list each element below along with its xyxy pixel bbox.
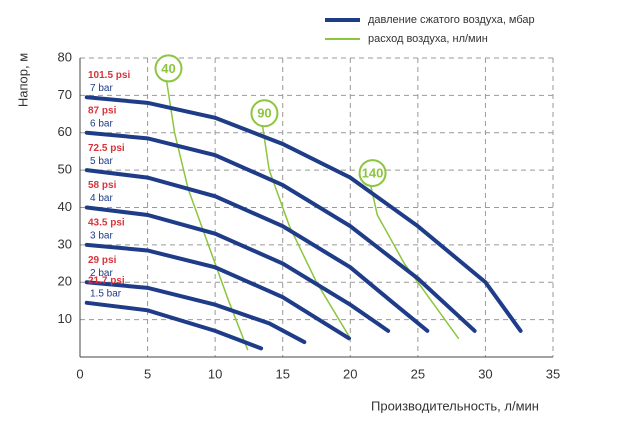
flow-label: 90 [257,106,271,121]
x-axis-title: Производительность, л/мин [371,398,539,413]
pressure-curve [84,168,430,333]
pressure-curve [84,242,351,341]
flow-badge [154,54,183,83]
y-tick-label: 40 [58,199,72,214]
pressure-curve [84,130,477,333]
x-tick-label: 35 [546,366,560,381]
y-tick-label: 10 [58,311,72,326]
psi-label: 43.5 psi [88,218,125,229]
bar-label: 2 bar [90,268,113,279]
flow-badge [250,99,279,128]
legend-label: расход воздуха, нл/мин [368,33,488,45]
x-tick-label: 30 [478,366,492,381]
psi-label: 101.5 psi [88,70,130,81]
flow-curve [261,124,352,340]
flow-badge [358,159,387,188]
bar-label: 1.5 bar [90,288,122,299]
flow-curve [165,79,249,351]
legend-label: давление сжатого воздуха, мбар [368,14,535,26]
psi-label: 29 psi [88,255,117,266]
x-tick-label: 20 [343,366,357,381]
pressure-curve [84,205,391,333]
bar-label: 7 bar [90,83,113,94]
flow-label: 40 [161,61,175,76]
y-tick-label: 30 [58,236,72,251]
pressure-curve [84,300,264,351]
psi-label: 87 psi [88,105,117,116]
y-tick-label: 50 [58,162,72,177]
psi-label: 58 psi [88,180,117,191]
y-tick-label: 60 [58,124,72,139]
x-tick-label: 25 [411,366,425,381]
psi-label: 72.5 psi [88,143,125,154]
flow-label: 140 [362,166,384,181]
x-tick-label: 15 [275,366,289,381]
bar-label: 6 bar [90,118,113,129]
y-tick-label: 80 [58,49,72,64]
bar-label: 3 bar [90,231,113,242]
y-tick-label: 20 [58,274,72,289]
x-tick-label: 0 [76,366,83,381]
x-tick-label: 10 [208,366,222,381]
flow-curve [369,184,460,340]
pressure-curve [84,95,523,333]
x-tick-label: 5 [144,366,151,381]
y-tick-label: 70 [58,87,72,102]
psi-label: 21.7 psi [88,275,125,286]
y-axis-title: Напор, м [15,53,30,107]
bar-label: 5 bar [90,156,113,167]
pressure-curve [84,280,307,345]
bar-label: 4 bar [90,193,113,204]
